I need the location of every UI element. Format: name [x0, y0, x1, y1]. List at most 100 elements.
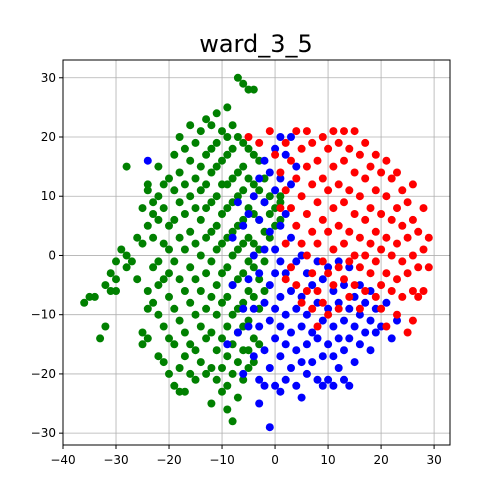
scatter-point — [345, 263, 354, 272]
scatter-point — [196, 186, 205, 195]
scatter-point — [228, 251, 237, 260]
scatter-point — [233, 245, 242, 254]
scatter-point — [318, 174, 327, 183]
scatter-point — [239, 162, 248, 171]
scatter-point — [149, 198, 158, 207]
scatter-point — [233, 328, 242, 337]
y-tick-label: −30 — [31, 426, 56, 440]
scatter-point — [393, 275, 401, 284]
scatter-point — [207, 257, 216, 266]
scatter-point — [334, 180, 343, 189]
scatter-point — [202, 369, 211, 378]
scatter-point — [387, 251, 396, 260]
scatter-point — [191, 239, 200, 248]
scatter-point — [350, 251, 359, 260]
scatter-point — [302, 251, 311, 260]
scatter-point — [223, 103, 232, 112]
scatter-point — [244, 346, 253, 355]
scatter-point — [350, 322, 359, 331]
scatter-point — [382, 322, 391, 331]
scatter-point — [180, 180, 189, 189]
scatter-point — [281, 275, 290, 284]
scatter-point — [170, 340, 179, 349]
scatter-point — [180, 210, 189, 218]
x-tick-label: 0 — [271, 453, 279, 467]
scatter-point — [218, 387, 226, 396]
scatter-point — [393, 310, 401, 319]
scatter-point — [175, 364, 184, 372]
scatter-point — [143, 156, 152, 165]
scatter-point — [186, 369, 195, 378]
scatter-point — [223, 292, 232, 301]
scatter-point — [175, 198, 184, 207]
scatter-point — [138, 204, 147, 213]
x-axis: −40 −30 −20 −10 0 10 20 30 — [50, 445, 442, 467]
scatter-point — [345, 144, 354, 153]
scatter-point — [249, 150, 258, 159]
scatter-point — [180, 328, 189, 337]
scatter-point — [239, 79, 248, 88]
scatter-point — [255, 186, 264, 195]
scatter-point — [382, 156, 391, 165]
scatter-point — [308, 328, 317, 337]
scatter-point — [287, 156, 295, 165]
scatter-point — [366, 239, 375, 248]
scatter-point — [297, 358, 306, 367]
scatter-point — [350, 168, 359, 177]
scatter-point — [281, 310, 290, 319]
scatter-point — [143, 221, 152, 230]
scatter-point — [408, 287, 417, 295]
scatter-point — [377, 168, 386, 177]
y-tick-label: −20 — [31, 367, 56, 381]
y-tick-label: 30 — [41, 71, 56, 85]
scatter-point — [324, 227, 333, 236]
scatter-point — [281, 340, 290, 349]
scatter-point — [244, 275, 253, 284]
y-tick-label: 0 — [48, 248, 56, 262]
scatter-point — [292, 346, 301, 355]
scatter-point — [281, 150, 290, 159]
scatter-point — [393, 204, 401, 213]
scatter-point — [202, 269, 211, 278]
scatter-point — [297, 239, 306, 248]
scatter-point — [96, 334, 105, 343]
scatter-point — [212, 221, 221, 230]
scatter-point — [334, 263, 343, 272]
scatter-point — [297, 393, 306, 402]
scatter-point — [371, 150, 380, 159]
scatter-point — [255, 174, 264, 183]
scatter-point — [297, 292, 306, 301]
scatter-point — [334, 298, 343, 307]
scatter-point — [276, 215, 285, 224]
scatter-point — [249, 85, 258, 94]
scatter-point — [265, 423, 274, 432]
scatter-point — [387, 215, 396, 224]
scatter-point — [255, 322, 264, 331]
scatter-point — [202, 334, 211, 343]
scatter-point — [223, 322, 232, 331]
scatter-point — [223, 352, 232, 361]
grid — [62, 60, 450, 445]
scatter-point — [340, 275, 348, 284]
scatter-point — [276, 133, 285, 141]
scatter-point — [340, 375, 348, 384]
scatter-point — [287, 263, 295, 272]
x-tick-label: 30 — [426, 453, 441, 467]
scatter-point — [318, 133, 327, 141]
scatter-point — [175, 233, 184, 242]
scatter-point — [271, 150, 280, 159]
scatter-point — [318, 257, 327, 266]
scatter-point — [239, 298, 248, 307]
scatter-point — [340, 346, 348, 355]
scatter-point — [334, 257, 343, 266]
scatter-point — [276, 292, 285, 301]
scatter-point — [228, 417, 237, 426]
scatter-point — [297, 144, 306, 153]
scatter-point — [265, 192, 274, 201]
scatter-point — [186, 156, 195, 165]
scatter-point — [196, 127, 205, 136]
scatter-point — [149, 263, 158, 272]
scatter-point — [329, 287, 338, 295]
scatter-point — [382, 192, 391, 201]
scatter-point — [345, 257, 354, 266]
